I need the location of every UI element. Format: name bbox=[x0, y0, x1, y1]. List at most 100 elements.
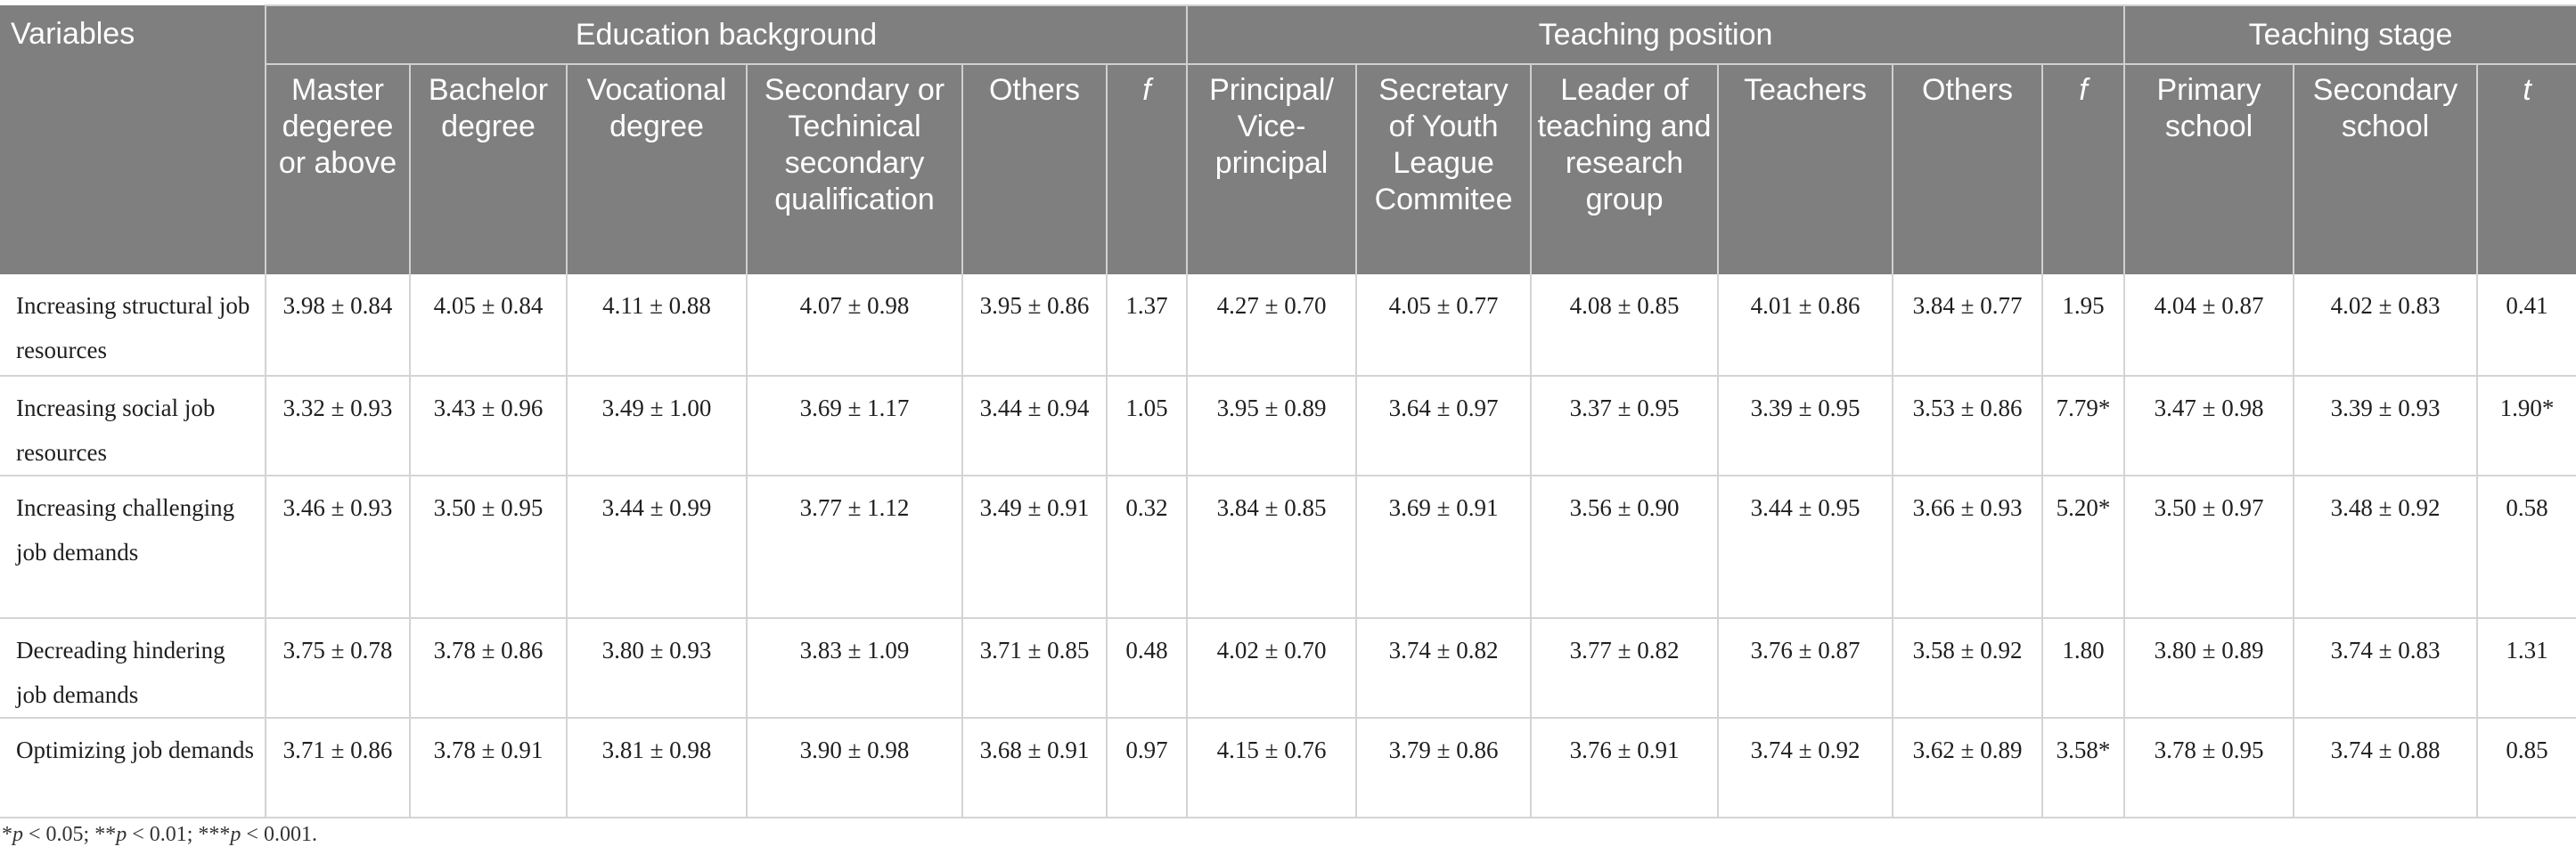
footnote-text-3: < 0.001. bbox=[241, 823, 317, 846]
footnote-p1: p bbox=[12, 823, 23, 846]
table-cell: 3.78 ± 0.95 bbox=[2123, 718, 2294, 818]
table-cell: 1.31 bbox=[2476, 618, 2576, 719]
row-label: Increasing challenging job demands bbox=[0, 476, 266, 619]
table-cell: 3.74 ± 0.88 bbox=[2293, 718, 2478, 818]
table-cell: 3.43 ± 0.96 bbox=[409, 376, 567, 476]
results-table: Variables Education background Teaching … bbox=[0, 4, 2576, 818]
table-cell: 1.90* bbox=[2476, 376, 2576, 476]
table-cell: 3.48 ± 0.92 bbox=[2293, 476, 2478, 619]
teaching-position-header: Teaching position bbox=[1186, 4, 2125, 64]
education-background-header: Education background bbox=[264, 4, 1188, 64]
col-secondary-qualification: Secondary or Techinical secondary qualif… bbox=[746, 63, 962, 274]
table-cell: 3.46 ± 0.93 bbox=[265, 476, 410, 619]
footnote-text-1: < 0.05; ** bbox=[23, 823, 117, 846]
subheader-row: Master degeree or above Bachelor degree … bbox=[0, 63, 2576, 274]
table-cell: 0.32 bbox=[1105, 476, 1188, 619]
table-cell: 3.80 ± 0.93 bbox=[566, 618, 747, 719]
table-cell: 3.78 ± 0.91 bbox=[409, 718, 567, 818]
table-row: Increasing challenging job demands 3.46 … bbox=[0, 476, 2576, 619]
table-cell: 3.71 ± 0.86 bbox=[265, 718, 410, 818]
row-label: Decreading hindering job demands bbox=[0, 618, 266, 719]
table-cell: 3.95 ± 0.89 bbox=[1186, 376, 1357, 476]
col-teachers: Teachers bbox=[1717, 63, 1893, 274]
table-cell: 3.47 ± 0.98 bbox=[2123, 376, 2294, 476]
table-cell: 3.39 ± 0.93 bbox=[2293, 376, 2478, 476]
table-cell: 4.05 ± 0.84 bbox=[409, 274, 567, 377]
col-leader: Leader of teaching and research group bbox=[1530, 63, 1719, 274]
table-cell: 1.95 bbox=[2041, 274, 2125, 377]
table-cell: 3.68 ± 0.91 bbox=[961, 718, 1107, 818]
table-cell: 3.95 ± 0.86 bbox=[961, 274, 1107, 377]
table-cell: 3.98 ± 0.84 bbox=[265, 274, 410, 377]
footnote-text-2: < 0.01; *** bbox=[127, 823, 231, 846]
col-education-others: Others bbox=[961, 63, 1107, 274]
table-row: Increasing structural job resources 3.98… bbox=[0, 274, 2576, 377]
table-cell: 3.75 ± 0.78 bbox=[265, 618, 410, 719]
table-cell: 4.27 ± 0.70 bbox=[1186, 274, 1357, 377]
table-cell: 3.77 ± 0.82 bbox=[1530, 618, 1719, 719]
table-cell: 4.04 ± 0.87 bbox=[2123, 274, 2294, 377]
col-education-f: f bbox=[1105, 63, 1188, 274]
table-cell: 3.50 ± 0.95 bbox=[409, 476, 567, 619]
group-header-row: Variables Education background Teaching … bbox=[0, 4, 2576, 274]
table-cell: 3.58 ± 0.92 bbox=[1892, 618, 2043, 719]
row-label: Increasing social job resources bbox=[0, 376, 266, 476]
col-primary: Primary school bbox=[2123, 63, 2294, 274]
table-cell: 3.62 ± 0.89 bbox=[1892, 718, 2043, 818]
teaching-stage-header: Teaching stage bbox=[2123, 4, 2576, 64]
footnote-p2: p bbox=[116, 823, 127, 846]
table-cell: 3.69 ± 1.17 bbox=[746, 376, 962, 476]
table-cell: 4.08 ± 0.85 bbox=[1530, 274, 1719, 377]
col-position-others: Others bbox=[1892, 63, 2043, 274]
table-cell: 0.58 bbox=[2476, 476, 2576, 619]
table-cell: 3.74 ± 0.82 bbox=[1355, 618, 1532, 719]
table-row: Optimizing job demands 3.71 ± 0.86 3.78 … bbox=[0, 718, 2576, 818]
table-cell: 1.37 bbox=[1105, 274, 1188, 377]
col-secondary-school: Secondary school bbox=[2293, 63, 2478, 274]
table-cell: 4.02 ± 0.70 bbox=[1186, 618, 1357, 719]
table-cell: 4.07 ± 0.98 bbox=[746, 274, 962, 377]
table-cell: 5.20* bbox=[2041, 476, 2125, 619]
variables-header: Variables bbox=[0, 5, 266, 274]
table-cell: 4.02 ± 0.83 bbox=[2293, 274, 2478, 377]
table-footnote: *p < 0.05; **p < 0.01; ***p < 0.001. bbox=[2, 823, 317, 847]
table-cell: 3.50 ± 0.97 bbox=[2123, 476, 2294, 619]
table-cell: 3.49 ± 0.91 bbox=[961, 476, 1107, 619]
table-cell: 3.78 ± 0.86 bbox=[409, 618, 567, 719]
table-cell: 0.48 bbox=[1105, 618, 1188, 719]
table-cell: 4.15 ± 0.76 bbox=[1186, 718, 1357, 818]
row-label: Optimizing job demands bbox=[0, 718, 266, 818]
table-cell: 0.97 bbox=[1105, 718, 1188, 818]
table-cell: 3.64 ± 0.97 bbox=[1355, 376, 1532, 476]
table-cell: 3.80 ± 0.89 bbox=[2123, 618, 2294, 719]
table-cell: 3.53 ± 0.86 bbox=[1892, 376, 2043, 476]
table-row: Decreading hindering job demands 3.75 ± … bbox=[0, 618, 2576, 719]
table-cell: 3.90 ± 0.98 bbox=[746, 718, 962, 818]
table-cell: 4.05 ± 0.77 bbox=[1355, 274, 1532, 377]
col-principal: Principal/ Vice-principal bbox=[1186, 63, 1357, 274]
table-cell: 3.81 ± 0.98 bbox=[566, 718, 747, 818]
table-cell: 3.44 ± 0.95 bbox=[1717, 476, 1893, 619]
table-cell: 3.44 ± 0.99 bbox=[566, 476, 747, 619]
table-row: Increasing social job resources 3.32 ± 0… bbox=[0, 376, 2576, 476]
col-master: Master degeree or above bbox=[265, 63, 410, 274]
table-cell: 3.49 ± 1.00 bbox=[566, 376, 747, 476]
col-position-f: f bbox=[2041, 63, 2125, 274]
table-cell: 3.71 ± 0.85 bbox=[961, 618, 1107, 719]
table-cell: 3.74 ± 0.92 bbox=[1717, 718, 1893, 818]
table-cell: 3.69 ± 0.91 bbox=[1355, 476, 1532, 619]
table-cell: 3.77 ± 1.12 bbox=[746, 476, 962, 619]
footnote-star: * bbox=[2, 823, 12, 846]
footnote-p3: p bbox=[230, 823, 241, 846]
table-cell: 3.56 ± 0.90 bbox=[1530, 476, 1719, 619]
col-secretary: Secretary of Youth League Commitee bbox=[1355, 63, 1532, 274]
table-cell: 3.76 ± 0.91 bbox=[1530, 718, 1719, 818]
table-cell: 4.11 ± 0.88 bbox=[566, 274, 747, 377]
table-cell: 3.37 ± 0.95 bbox=[1530, 376, 1719, 476]
table-cell: 0.41 bbox=[2476, 274, 2576, 377]
table-cell: 3.32 ± 0.93 bbox=[265, 376, 410, 476]
table-cell: 3.76 ± 0.87 bbox=[1717, 618, 1893, 719]
table-cell: 3.39 ± 0.95 bbox=[1717, 376, 1893, 476]
table-cell: 1.05 bbox=[1105, 376, 1188, 476]
table-cell: 3.74 ± 0.83 bbox=[2293, 618, 2478, 719]
